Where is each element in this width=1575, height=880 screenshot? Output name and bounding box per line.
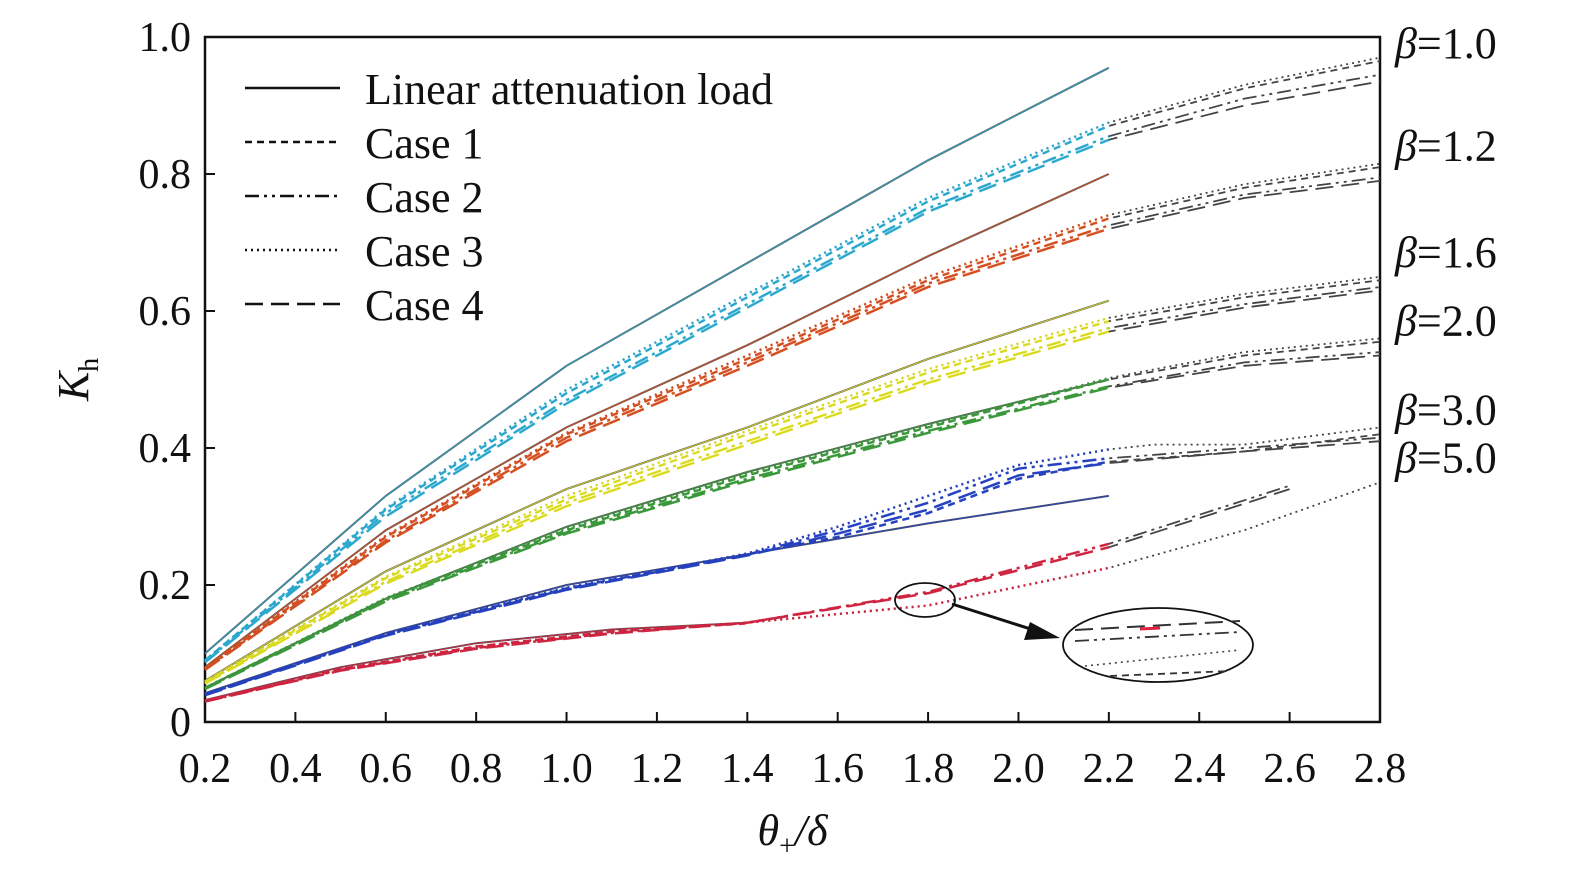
case-4-series-beta-12	[204, 180, 1381, 671]
x-tick-label: 2.8	[1354, 746, 1407, 792]
beta-label-4: β=3.0	[1394, 385, 1497, 434]
case-1-series-beta-50	[204, 622, 748, 702]
case-2-color-beta-50	[204, 542, 1110, 703]
case-3-color-beta-16	[204, 316, 1110, 683]
case-3-color-beta-50	[204, 566, 1110, 703]
y-tick-label: 1.0	[139, 15, 192, 61]
x-tick-label: 2.2	[1083, 746, 1136, 792]
beta-label-0: β=1.0	[1394, 19, 1497, 68]
x-tick-label: 0.2	[179, 746, 232, 792]
case-4-color-beta-12	[204, 227, 1110, 671]
case-3-color-beta-10	[204, 121, 1110, 662]
y-tick-label: 0.4	[139, 426, 192, 472]
beta-label-5: β=5.0	[1394, 433, 1497, 482]
case-2-color-beta-16	[204, 326, 1110, 685]
legend: Linear attenuation load Case 1 Case 2 Case …	[245, 65, 773, 330]
case-1-color-beta-50	[204, 622, 748, 703]
case-4-color-beta-16	[204, 330, 1110, 685]
beta-label-3: β=2.0	[1394, 296, 1497, 345]
case-2-series-beta-16	[204, 286, 1381, 684]
y-tick-label: 0	[170, 700, 191, 746]
case-1-color-beta-16	[204, 320, 1110, 684]
legend-label-4: Case 4	[365, 281, 484, 330]
y-tick-label: 0.6	[139, 289, 192, 335]
plot-frame	[203, 35, 1382, 724]
linear-series-beta-20	[204, 378, 1110, 689]
legend-label-1: Case 1	[365, 119, 484, 168]
axes-layer: 0.2 0.4 0.6 0.8 1.0 1.2 1.4 1.6 1.8 2.0 2.2 2.4 2.6 2…	[139, 15, 1407, 792]
x-tick-label: 0.4	[269, 746, 322, 792]
x-tick-label: 1.8	[902, 746, 955, 792]
y-axis-title: Kh	[49, 358, 105, 402]
zoom-arrow-line	[951, 602, 1041, 634]
zoom-case1-line	[1109, 670, 1231, 677]
y-tick-label: 0.2	[139, 563, 192, 609]
x-tick-label: 0.6	[360, 746, 413, 792]
linear-series-color-beta-12	[204, 173, 1110, 668]
x-tick-label: 1.2	[631, 746, 684, 792]
case-4-color-beta-20	[204, 386, 1110, 691]
zoom-case2-line	[1074, 631, 1241, 642]
case-3-series-beta-50	[204, 481, 1381, 702]
case-4-color-beta-30	[204, 461, 1109, 697]
linear-series-color-beta-30	[204, 495, 1109, 694]
x-tick-label: 2.6	[1263, 746, 1316, 792]
linear-series-beta-30	[204, 494, 1109, 695]
case-4-series-beta-30	[204, 440, 1381, 697]
legend-label-0: Linear attenuation load	[365, 65, 773, 114]
x-axis-title: θ+/δ	[757, 806, 829, 862]
case-1-color-beta-12	[204, 217, 1110, 670]
case-1-color-beta-30	[204, 460, 1110, 696]
zoom-case4-color	[1139, 626, 1161, 631]
case-2-color-beta-12	[204, 224, 1110, 671]
legend-label-2: Case 2	[365, 173, 484, 222]
beta-label-1: β=1.2	[1394, 122, 1497, 171]
linear-series-color-beta-16	[204, 300, 1109, 682]
zoom-inset	[894, 582, 1254, 683]
y-tick-label: 0.8	[139, 152, 192, 198]
legend-label-3: Case 3	[365, 227, 484, 276]
beta-label-2: β=1.6	[1394, 228, 1497, 277]
series-layer	[204, 56, 1381, 703]
x-tick-label: 1.6	[811, 746, 864, 792]
zoom-source-ellipse	[894, 582, 956, 618]
linear-series-color-beta-20	[204, 378, 1109, 689]
case-4-color-beta-50	[204, 546, 1110, 703]
case-2-color-beta-20	[204, 385, 1110, 690]
x-tick-label: 2.4	[1173, 746, 1226, 792]
case-4-color-beta-10	[204, 138, 1110, 664]
linear-series-color-beta-10	[204, 67, 1110, 654]
case-1-color-beta-20	[204, 378, 1110, 689]
zoom-case4-line	[1074, 620, 1241, 631]
zoom-case3-line	[1084, 649, 1241, 667]
case-3-color-beta-12	[204, 213, 1110, 669]
beta-labels: β=1.0 β=1.2 β=1.6 β=2.0 β=3.0β=5.0	[1394, 19, 1497, 482]
case-4-series-beta-20	[204, 354, 1381, 690]
case-2-color-beta-10	[204, 135, 1110, 663]
case-3-color-beta-20	[204, 376, 1110, 689]
x-tick-label: 0.8	[450, 746, 503, 792]
x-tick-label: 1.0	[540, 746, 593, 792]
axis-labels: θ+/δ Kh	[49, 358, 829, 862]
linear-series-beta-50	[204, 621, 748, 702]
x-tick-label: 2.0	[992, 746, 1045, 792]
linear-series-beta-16	[204, 299, 1110, 682]
zoom-arrow-head	[1024, 622, 1060, 640]
case-1-color-beta-10	[204, 124, 1110, 662]
linear-series-color-beta-50	[204, 622, 748, 701]
x-tick-label: 1.4	[721, 746, 774, 792]
